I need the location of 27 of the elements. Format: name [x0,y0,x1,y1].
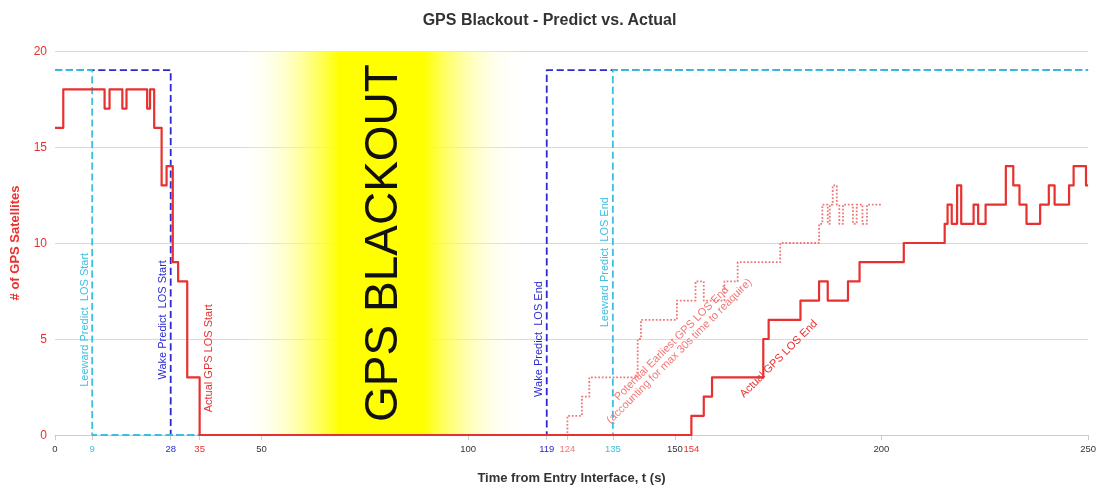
x-axis-title: Time from Entry Interface, t (s) [477,470,666,485]
x-tick-label: 119 [539,442,555,454]
x-tick-label: 100 [460,442,477,454]
x-tick-label: 150 [666,442,683,454]
y-tick-label: 20 [33,44,48,58]
y-tick-label: 5 [40,332,48,346]
annotation: Wake Predict LOS Start [156,260,169,380]
x-tick-label: 50 [256,442,267,454]
annotation: Actual GPS LOS Start [201,304,214,413]
x-tick-label: 35 [194,442,205,454]
y-axis-title: # of GPS Satellites [7,185,22,301]
annotation: Wake Predict LOS End [532,281,545,397]
x-tick-label: 124 [559,442,576,454]
x-tick-label: 200 [873,442,890,454]
annotation: Leeward Predict LOS Start [77,252,90,387]
chart-title: GPS Blackout - Predict vs. Actual [422,10,677,28]
x-tick-label: 250 [1080,442,1096,454]
x-tick-label: 135 [604,442,621,454]
y-tick-label: 0 [40,428,48,442]
band-label: GPS BLACKOUT [355,64,408,422]
y-tick-label: 15 [33,140,48,154]
x-tick-label: 28 [165,442,176,454]
x-tick-label: 9 [89,442,95,454]
annotation: Leeward Predict LOS End [598,197,611,328]
y-tick-label: 10 [33,236,48,250]
x-tick-label: 0 [52,442,58,454]
x-tick-label: 154 [683,442,700,454]
